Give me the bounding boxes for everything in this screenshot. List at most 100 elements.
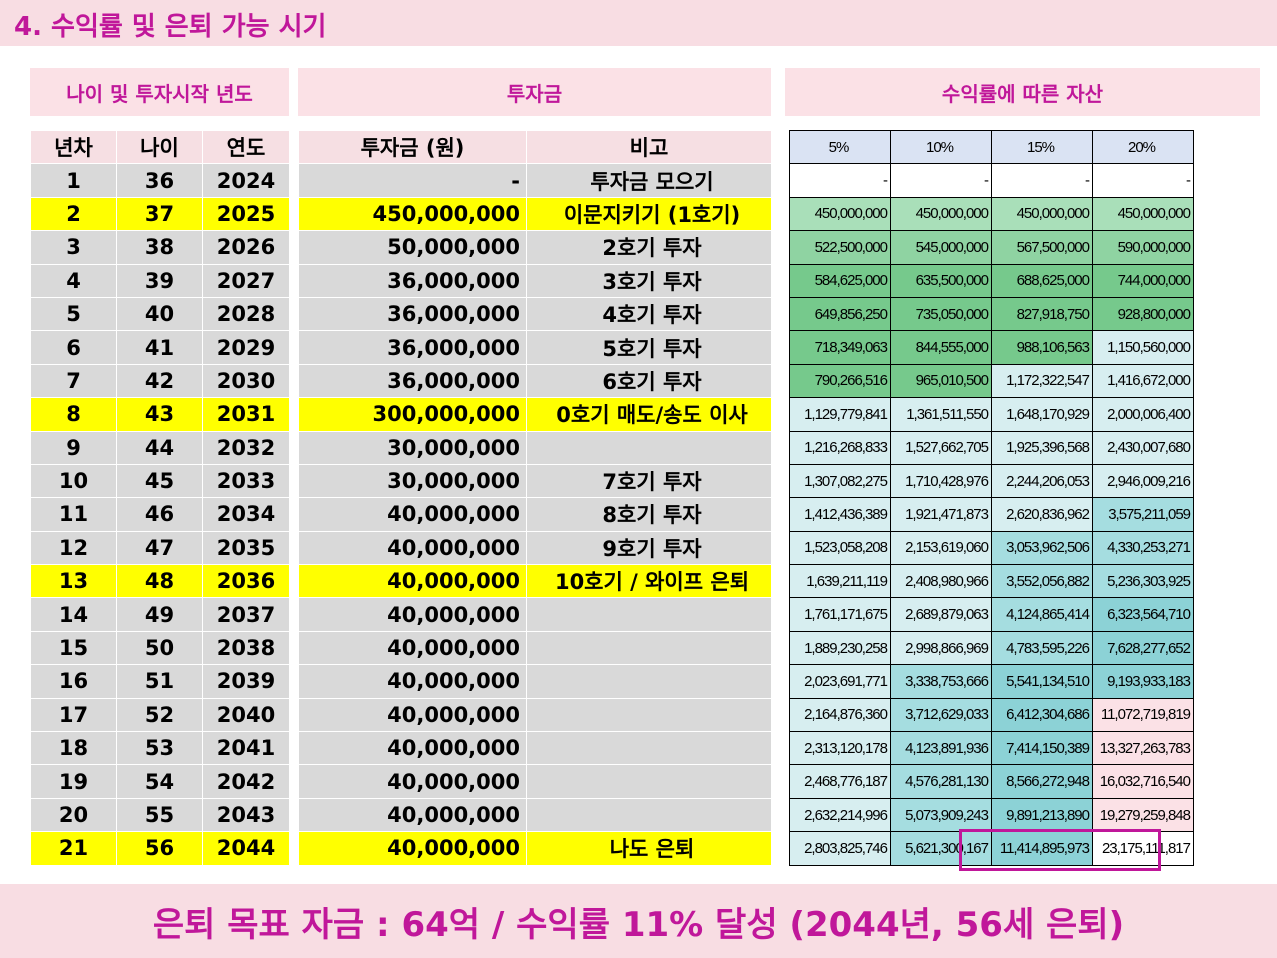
age-cell: 36 <box>116 163 203 198</box>
note-cell <box>526 430 772 465</box>
asset-cell: 1,925,396,568 <box>991 430 1093 465</box>
year-num-cell: 14 <box>30 597 117 632</box>
col-header-rate-10: 10% <box>890 129 992 165</box>
table-row: 10 45 2033 30,000,000 7호기 투자 <box>30 463 772 499</box>
col-header-age: 나이 <box>116 129 203 165</box>
year-num-cell: 21 <box>30 831 117 866</box>
table-row: 3 38 2026 50,000,000 2호기 투자 <box>30 230 772 265</box>
highlight-box <box>959 829 1161 871</box>
amount-cell: 40,000,000 <box>298 797 527 833</box>
table-row: 522,500,000 545,000,000 567,500,000 590,000… <box>789 230 1194 265</box>
amount-cell: 300,000,000 <box>298 397 527 432</box>
age-cell: 47 <box>116 530 203 566</box>
year-num-cell: 5 <box>30 296 117 332</box>
amount-cell: 40,000,000 <box>298 530 527 566</box>
asset-cell: 3,712,629,033 <box>890 697 992 733</box>
age-cell: 45 <box>116 463 203 499</box>
col-header-year-num: 년차 <box>30 129 117 165</box>
table-row: 1,761,171,675 2,689,879,063 4,124,865,414 6… <box>789 597 1194 632</box>
year-cell: 2038 <box>202 630 290 666</box>
asset-cell: 23,175,111,817 <box>1092 831 1194 866</box>
section-header-age-year: 나이 및 투자시작 년도 <box>30 68 289 116</box>
year-cell: 2044 <box>202 831 290 866</box>
note-cell: 나도 은퇴 <box>526 831 772 866</box>
year-cell: 2027 <box>202 263 290 298</box>
amount-cell: 36,000,000 <box>298 263 527 298</box>
column-gap <box>289 464 299 498</box>
year-num-cell: 1 <box>30 163 117 198</box>
amount-cell: 36,000,000 <box>298 330 527 365</box>
section-header-investment: 투자금 <box>298 68 771 116</box>
asset-cell: 790,266,516 <box>789 363 891 399</box>
note-cell <box>526 597 772 632</box>
asset-cell: 450,000,000 <box>789 196 891 232</box>
asset-cell: 718,349,063 <box>789 330 891 365</box>
age-cell: 50 <box>116 630 203 666</box>
column-gap <box>289 497 299 532</box>
column-gap <box>289 230 299 265</box>
note-cell <box>526 697 772 733</box>
amount-cell: 30,000,000 <box>298 463 527 499</box>
table-row: 8 43 2031 300,000,000 0호기 매도/송도 이사 <box>30 397 772 432</box>
asset-cell: 7,414,150,389 <box>991 731 1093 766</box>
year-num-cell: 3 <box>30 230 117 265</box>
age-cell: 53 <box>116 731 203 766</box>
table-row: 20 55 2043 40,000,000 <box>30 797 772 833</box>
age-cell: 54 <box>116 764 203 799</box>
table-row: 649,856,250 735,050,000 827,918,750 928,800… <box>789 296 1194 332</box>
amount-cell: - <box>298 163 527 198</box>
column-gap <box>289 831 299 866</box>
note-cell <box>526 664 772 699</box>
page-title: 4. 수익률 및 은퇴 가능 시기 <box>14 12 327 42</box>
footer-summary: 은퇴 목표 자금 : 64억 / 수익률 11% 달성 (2044년, 56세 … <box>152 904 1125 945</box>
year-cell: 2043 <box>202 797 290 833</box>
asset-cell: 2,998,866,969 <box>890 630 992 666</box>
asset-cell: 4,330,253,271 <box>1092 530 1194 566</box>
column-gap <box>289 631 299 665</box>
note-cell <box>526 731 772 766</box>
asset-cell: 4,123,891,936 <box>890 731 992 766</box>
asset-cell: 2,164,876,360 <box>789 697 891 733</box>
note-cell: 10호기 / 와이프 은퇴 <box>526 564 772 599</box>
asset-cell: 19,279,259,848 <box>1092 797 1194 833</box>
table-row: 2,023,691,771 3,338,753,666 5,541,134,510 9… <box>789 664 1194 699</box>
column-gap <box>289 597 299 632</box>
asset-cell: 545,000,000 <box>890 230 992 265</box>
year-num-cell: 8 <box>30 397 117 432</box>
age-cell: 42 <box>116 363 203 399</box>
asset-cell: 1,129,779,841 <box>789 397 891 432</box>
column-gap <box>289 364 299 398</box>
column-gap <box>289 664 299 699</box>
age-cell: 56 <box>116 831 203 866</box>
table-row: 7 42 2030 36,000,000 6호기 투자 <box>30 363 772 399</box>
table-row: 12 47 2035 40,000,000 9호기 투자 <box>30 530 772 566</box>
amount-cell: 50,000,000 <box>298 230 527 265</box>
asset-cell: 1,412,436,389 <box>789 497 891 532</box>
age-cell: 46 <box>116 497 203 532</box>
year-num-cell: 12 <box>30 530 117 566</box>
asset-cell: 2,023,691,771 <box>789 664 891 699</box>
table-row: 790,266,516 965,010,500 1,172,322,547 1,416… <box>789 363 1194 399</box>
table-row: 1,216,268,833 1,527,662,705 1,925,396,568 2… <box>789 430 1194 465</box>
table-row: 13 48 2036 40,000,000 10호기 / 와이프 은퇴 <box>30 564 772 599</box>
asset-cell: 1,416,672,000 <box>1092 363 1194 399</box>
asset-cell: 1,307,082,275 <box>789 463 891 499</box>
age-cell: 39 <box>116 263 203 298</box>
amount-cell: 450,000,000 <box>298 196 527 232</box>
asset-cell: 649,856,250 <box>789 296 891 332</box>
year-cell: 2041 <box>202 731 290 766</box>
year-num-cell: 15 <box>30 630 117 666</box>
asset-cell: 2,620,836,962 <box>991 497 1093 532</box>
asset-cell: 1,523,058,208 <box>789 530 891 566</box>
table-row: ---- <box>789 163 1194 198</box>
asset-table-header: 5% 10% 15% 20% <box>789 129 1194 165</box>
asset-cell: - <box>1092 163 1194 198</box>
table-row: 18 53 2041 40,000,000 <box>30 731 772 766</box>
asset-cell: 4,783,595,226 <box>991 630 1093 666</box>
year-cell: 2030 <box>202 363 290 399</box>
age-cell: 37 <box>116 196 203 232</box>
table-row: 1,129,779,841 1,361,511,550 1,648,170,929 2… <box>789 397 1194 432</box>
year-num-cell: 18 <box>30 731 117 766</box>
asset-cell: 6,412,304,686 <box>991 697 1093 733</box>
col-header-note: 비고 <box>526 129 772 165</box>
